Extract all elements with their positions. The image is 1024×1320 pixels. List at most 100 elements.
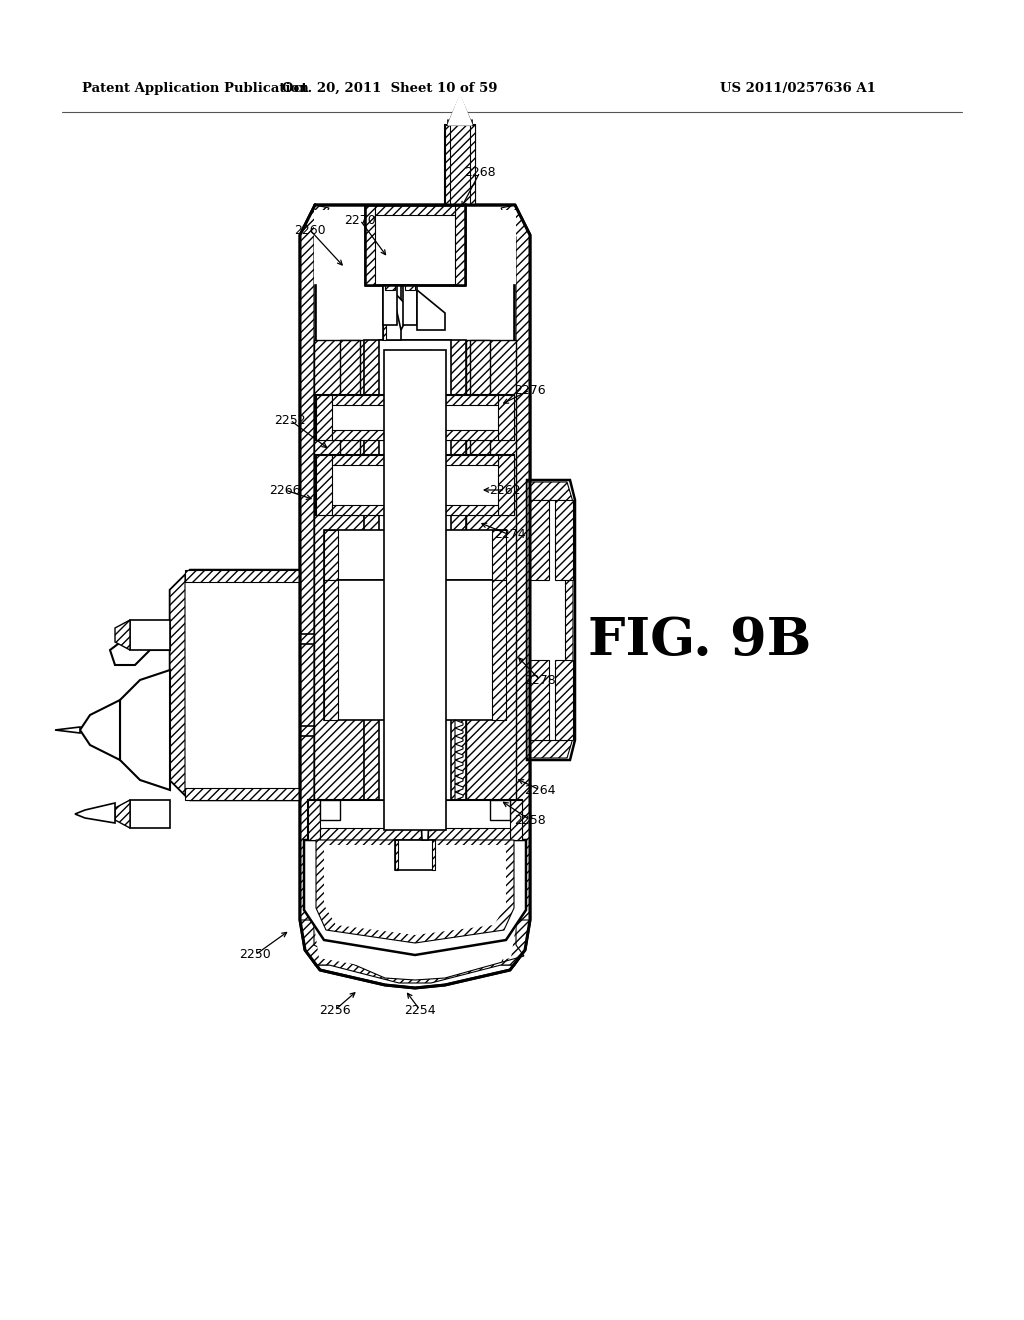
Polygon shape bbox=[387, 760, 395, 768]
Polygon shape bbox=[498, 395, 514, 440]
Bar bbox=[383, 285, 397, 325]
Polygon shape bbox=[501, 205, 530, 965]
Polygon shape bbox=[432, 840, 435, 870]
Polygon shape bbox=[498, 455, 514, 515]
Bar bbox=[332, 430, 498, 440]
Polygon shape bbox=[455, 719, 463, 729]
Polygon shape bbox=[387, 719, 395, 729]
Polygon shape bbox=[115, 800, 130, 828]
Bar bbox=[529, 500, 565, 741]
Bar bbox=[324, 531, 506, 579]
Polygon shape bbox=[492, 579, 506, 719]
Polygon shape bbox=[324, 579, 338, 719]
Polygon shape bbox=[383, 285, 386, 341]
Polygon shape bbox=[387, 752, 395, 760]
Polygon shape bbox=[395, 840, 398, 870]
Polygon shape bbox=[455, 768, 463, 776]
Text: Oct. 20, 2011  Sheet 10 of 59: Oct. 20, 2011 Sheet 10 of 59 bbox=[283, 82, 498, 95]
Polygon shape bbox=[324, 531, 338, 579]
Polygon shape bbox=[445, 125, 450, 205]
Polygon shape bbox=[300, 205, 530, 987]
Bar bbox=[445, 125, 475, 205]
Bar bbox=[375, 205, 455, 215]
Polygon shape bbox=[455, 776, 463, 784]
Polygon shape bbox=[387, 792, 395, 800]
Bar bbox=[555, 660, 573, 741]
Polygon shape bbox=[304, 840, 526, 954]
Polygon shape bbox=[455, 205, 465, 285]
Polygon shape bbox=[115, 620, 130, 649]
Bar bbox=[316, 395, 514, 440]
Polygon shape bbox=[80, 700, 120, 760]
Bar bbox=[185, 570, 300, 582]
Polygon shape bbox=[455, 760, 463, 768]
Bar bbox=[403, 285, 417, 325]
Polygon shape bbox=[340, 341, 360, 470]
Text: 2274: 2274 bbox=[495, 528, 525, 541]
Bar bbox=[308, 800, 522, 840]
Bar bbox=[529, 660, 549, 741]
Bar bbox=[130, 620, 170, 649]
Text: 2252: 2252 bbox=[274, 413, 306, 426]
Text: Patent Application Publication: Patent Application Publication bbox=[82, 82, 309, 95]
Bar bbox=[385, 285, 395, 290]
Polygon shape bbox=[324, 845, 506, 935]
Bar bbox=[332, 506, 498, 515]
Polygon shape bbox=[470, 341, 490, 470]
Polygon shape bbox=[527, 480, 575, 760]
Bar bbox=[395, 840, 435, 870]
Polygon shape bbox=[387, 729, 395, 737]
Bar bbox=[185, 788, 300, 800]
Polygon shape bbox=[308, 800, 319, 840]
Bar bbox=[419, 350, 431, 830]
Polygon shape bbox=[455, 729, 463, 737]
Bar bbox=[316, 455, 514, 515]
Polygon shape bbox=[455, 792, 463, 800]
Polygon shape bbox=[170, 570, 300, 800]
Polygon shape bbox=[316, 455, 332, 515]
Polygon shape bbox=[364, 341, 466, 800]
Polygon shape bbox=[110, 624, 170, 665]
Text: 2276: 2276 bbox=[514, 384, 546, 396]
Bar bbox=[406, 285, 415, 290]
Polygon shape bbox=[387, 776, 395, 784]
Polygon shape bbox=[170, 576, 185, 795]
Bar bbox=[490, 800, 510, 820]
Polygon shape bbox=[455, 784, 463, 792]
Text: 2250: 2250 bbox=[240, 949, 271, 961]
Polygon shape bbox=[300, 205, 329, 965]
Text: 2256: 2256 bbox=[319, 1003, 351, 1016]
Text: 2260: 2260 bbox=[294, 223, 326, 236]
Polygon shape bbox=[387, 737, 395, 744]
Text: 2268: 2268 bbox=[464, 165, 496, 178]
Bar bbox=[324, 579, 506, 719]
Bar bbox=[332, 395, 498, 405]
Bar bbox=[555, 500, 573, 579]
Text: 2270: 2270 bbox=[344, 214, 376, 227]
Bar bbox=[360, 400, 378, 430]
Text: 2258: 2258 bbox=[514, 813, 546, 826]
Polygon shape bbox=[455, 752, 463, 760]
Polygon shape bbox=[120, 671, 170, 789]
Polygon shape bbox=[387, 744, 395, 752]
Polygon shape bbox=[387, 784, 395, 792]
Polygon shape bbox=[419, 770, 431, 840]
Polygon shape bbox=[314, 210, 516, 975]
Text: 2264: 2264 bbox=[524, 784, 556, 796]
Text: 2266: 2266 bbox=[269, 483, 301, 496]
Text: 2262: 2262 bbox=[489, 483, 521, 496]
Polygon shape bbox=[316, 840, 514, 942]
Bar bbox=[529, 500, 549, 579]
Polygon shape bbox=[316, 395, 332, 440]
Bar bbox=[332, 455, 498, 465]
Bar bbox=[384, 350, 446, 830]
Polygon shape bbox=[455, 737, 463, 744]
Bar bbox=[130, 800, 170, 828]
Text: 2278: 2278 bbox=[524, 673, 556, 686]
Polygon shape bbox=[300, 920, 530, 983]
Polygon shape bbox=[466, 341, 516, 800]
Text: US 2011/0257636 A1: US 2011/0257636 A1 bbox=[720, 82, 876, 95]
Polygon shape bbox=[365, 205, 375, 285]
Polygon shape bbox=[75, 803, 115, 822]
Polygon shape bbox=[55, 727, 80, 733]
